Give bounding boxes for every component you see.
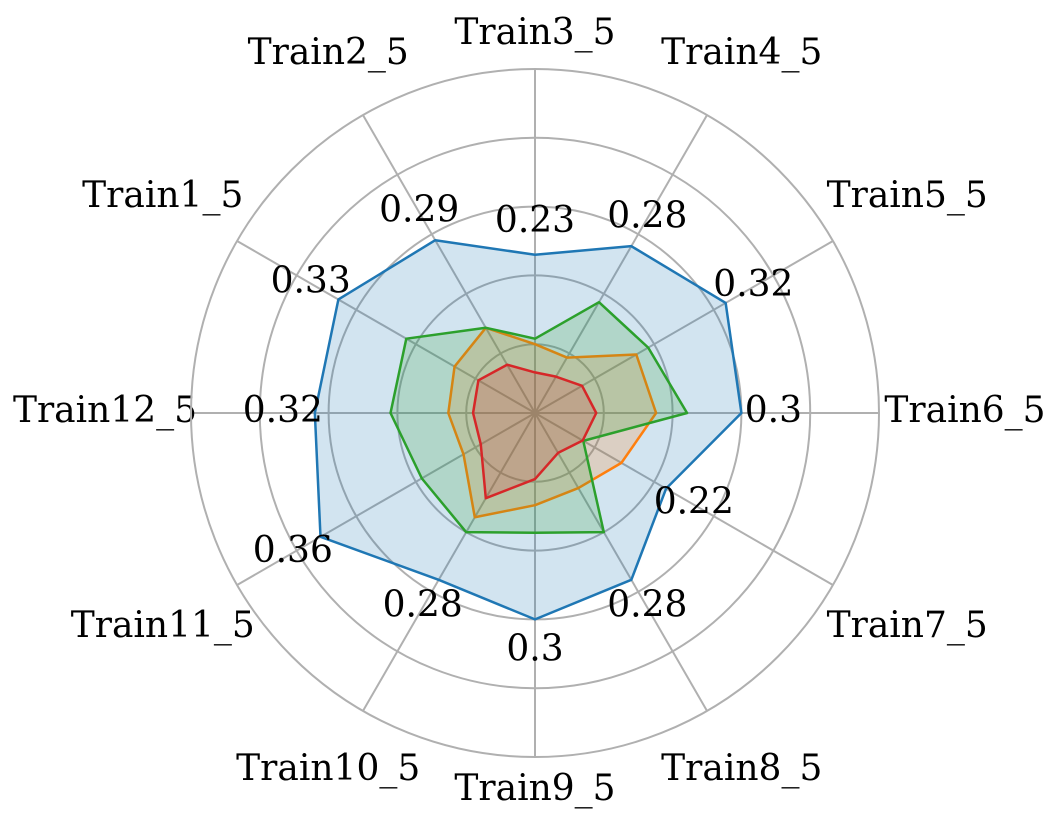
category-label: Train3_5 [454,12,615,53]
category-label: Train2_5 [248,32,409,73]
data-label: 0.36 [253,530,333,571]
spoke [362,114,536,414]
data-label: 0.23 [495,200,575,241]
category-label: Train11_5 [71,605,255,646]
spoke [534,114,708,414]
category-label: Train12_5 [13,390,197,431]
spoke [362,412,536,712]
data-label: 0.22 [654,482,734,523]
category-label: Train5_5 [827,175,988,216]
category-label: Train4_5 [661,32,822,73]
category-label: Train7_5 [827,605,988,646]
data-label: 0.32 [713,264,793,305]
category-label: Train8_5 [661,748,822,789]
category-label: Train9_5 [454,768,615,809]
spoke [534,412,708,712]
data-label: 0.3 [745,390,802,431]
category-label: Train6_5 [884,390,1045,431]
spoke [236,240,536,414]
data-label: 0.29 [379,189,459,230]
series-area [471,363,598,500]
series-area [447,326,658,519]
data-label: 0.28 [607,195,687,236]
spoke [236,412,536,586]
outer-ring [190,68,880,758]
data-label: 0.28 [607,585,687,626]
data-label: 0.33 [271,260,351,301]
spoke [534,240,834,414]
data-label: 0.32 [243,390,323,431]
data-label: 0.3 [506,628,563,669]
data-label: 0.28 [383,585,463,626]
category-label: Train1_5 [82,175,243,216]
category-label: Train10_5 [236,748,420,789]
